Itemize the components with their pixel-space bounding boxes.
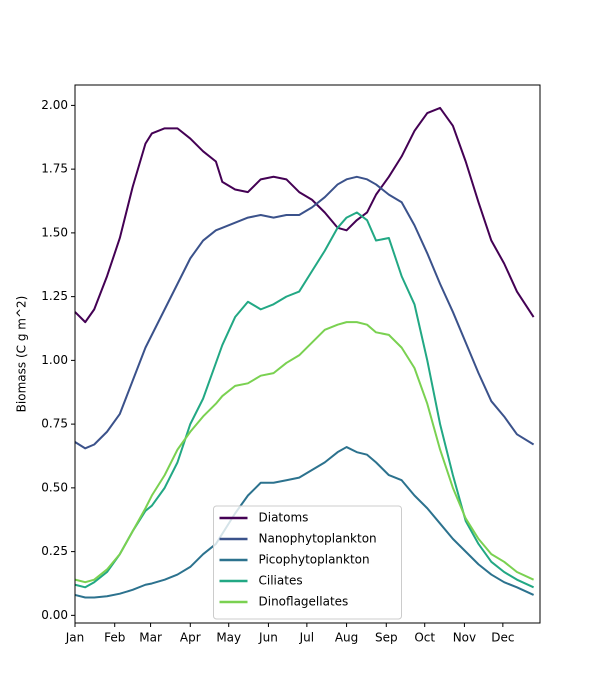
legend-label: Dinoflagellates [259, 595, 349, 609]
x-tick-label: Jul [299, 631, 314, 645]
y-axis-label: Biomass (C g m^2) [15, 296, 29, 413]
x-tick-label: Mar [139, 631, 162, 645]
legend-box [213, 505, 402, 620]
x-tick-label: Nov [453, 631, 476, 645]
y-tick-label: 0.00 [41, 608, 68, 622]
x-tick-label: Dec [491, 631, 514, 645]
legend-label: Diatoms [259, 511, 309, 525]
x-tick-label: Aug [335, 631, 358, 645]
y-tick-label: 0.75 [41, 417, 68, 431]
line [74, 175, 535, 450]
line [74, 106, 535, 324]
x-tick-label: Jun [258, 631, 278, 645]
x-tick-label: Oct [414, 631, 435, 645]
line [74, 211, 535, 589]
y-tick-label: 0.25 [41, 544, 68, 558]
x-tick-label: Sep [375, 631, 398, 645]
y-tick-label: 1.25 [41, 289, 68, 303]
legend-label: Ciliates [259, 574, 303, 588]
y-tick-label: 2.00 [41, 98, 68, 112]
x-tick-label: Apr [180, 631, 201, 645]
y-tick-label: 1.00 [41, 353, 68, 367]
x-tick-label: May [216, 631, 241, 645]
legend-label: Nanophytoplankton [259, 532, 377, 546]
plot-frame [74, 84, 541, 624]
legend-label: Picophytoplankton [259, 553, 370, 567]
y-tick-label: 0.50 [41, 480, 68, 494]
y-tick-label: 1.50 [41, 225, 68, 239]
x-tick-label: Feb [104, 631, 125, 645]
x-tick-label: Jan [65, 631, 85, 645]
y-tick-label: 1.75 [41, 162, 68, 176]
line [74, 446, 535, 599]
line [74, 321, 535, 584]
